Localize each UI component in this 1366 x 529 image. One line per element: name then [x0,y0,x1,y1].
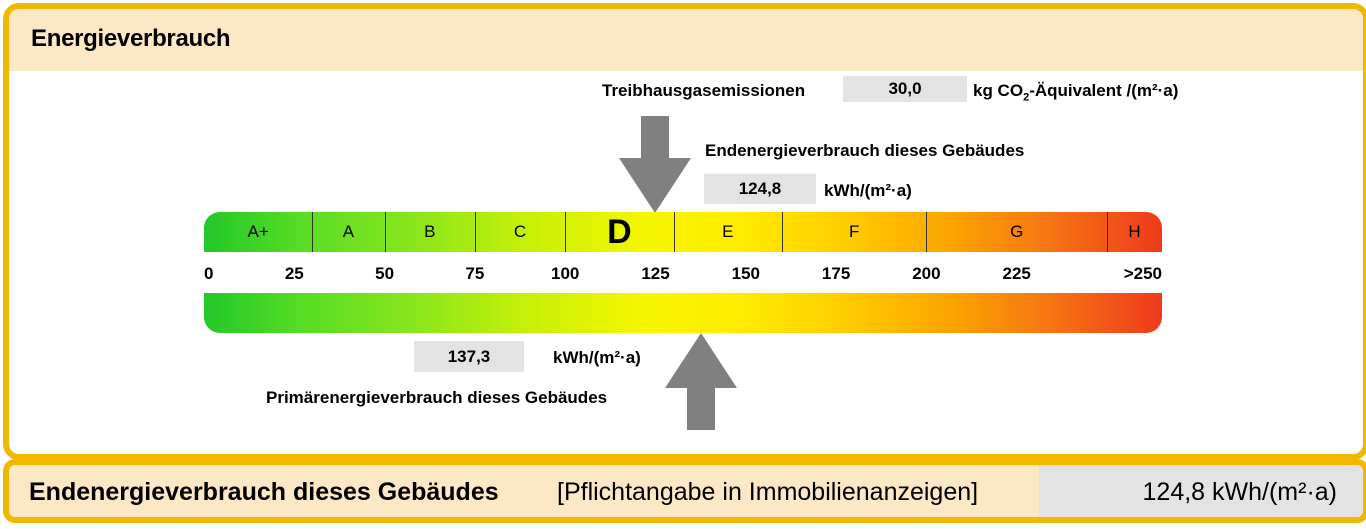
final-energy-arrow-icon [619,116,691,213]
efficiency-class-scale: A+ A B C D E F G H [204,212,1162,252]
panel-title: Energieverbrauch [31,25,231,52]
class-divider [474,212,476,252]
footer-note: [Pflichtangabe in Immobilienanzeigen] [557,478,979,506]
scale-tick: 75 [465,264,485,283]
final-energy-value: 124,8 [704,174,816,204]
scale-tick: 200 [912,264,941,283]
scale-tick: 125 [641,264,670,283]
class-divider [781,212,783,252]
scale-tick: 100 [551,264,580,283]
final-energy-unit: kWh/(m²·a) [824,181,912,200]
class-divider [384,212,386,252]
class-label-g: G [1010,222,1024,241]
primary-energy-unit: kWh/(m²·a) [553,348,641,367]
class-label-c: C [513,222,527,241]
scale-tick: 175 [821,264,851,283]
energy-gradient-bar [204,293,1162,333]
scale-tick: 25 [284,264,304,283]
emissions-label: Treibhausgasemissionen [602,81,806,100]
footer-value: 124,8 kWh/(m²·a) [1142,478,1337,506]
class-divider [673,212,675,252]
scale-tick: 50 [375,264,395,283]
class-divider [926,212,928,252]
scale-tick: 0 [204,264,214,283]
class-label-h: H [1128,222,1141,241]
class-label-aplus: A+ [247,222,269,241]
class-label-d: D [607,213,632,251]
class-label-e: E [722,222,734,241]
class-divider [565,212,567,252]
primary-energy-arrow-icon [665,333,737,430]
scale-tick: 150 [731,264,760,283]
class-divider [312,212,314,252]
emissions-unit: kg CO2-Äquivalent /(m²·a) [973,81,1179,104]
footer-value-box: 124,8 kWh/(m²·a) [1039,465,1363,517]
primary-energy-label: Primärenergieverbrauch dieses Gebäudes [266,388,608,407]
emissions-value: 30,0 [843,76,967,102]
class-divider [1107,212,1108,252]
primary-energy-value: 137,3 [414,341,524,372]
class-label-f: F [848,222,860,241]
scale-tick: >250 [1123,264,1162,283]
final-energy-label: Endenergieverbrauch dieses Gebäudes [705,141,1025,160]
footer-title: Endenergieverbrauch dieses Gebäudes [29,478,499,506]
scale-tick: 225 [1002,264,1031,283]
mandatory-statement-panel: Endenergieverbrauch dieses Gebäudes [Pfl… [3,459,1366,523]
class-label-a: A [342,222,355,241]
panel-header: Energieverbrauch [9,9,1363,71]
class-label-b: B [424,222,436,241]
